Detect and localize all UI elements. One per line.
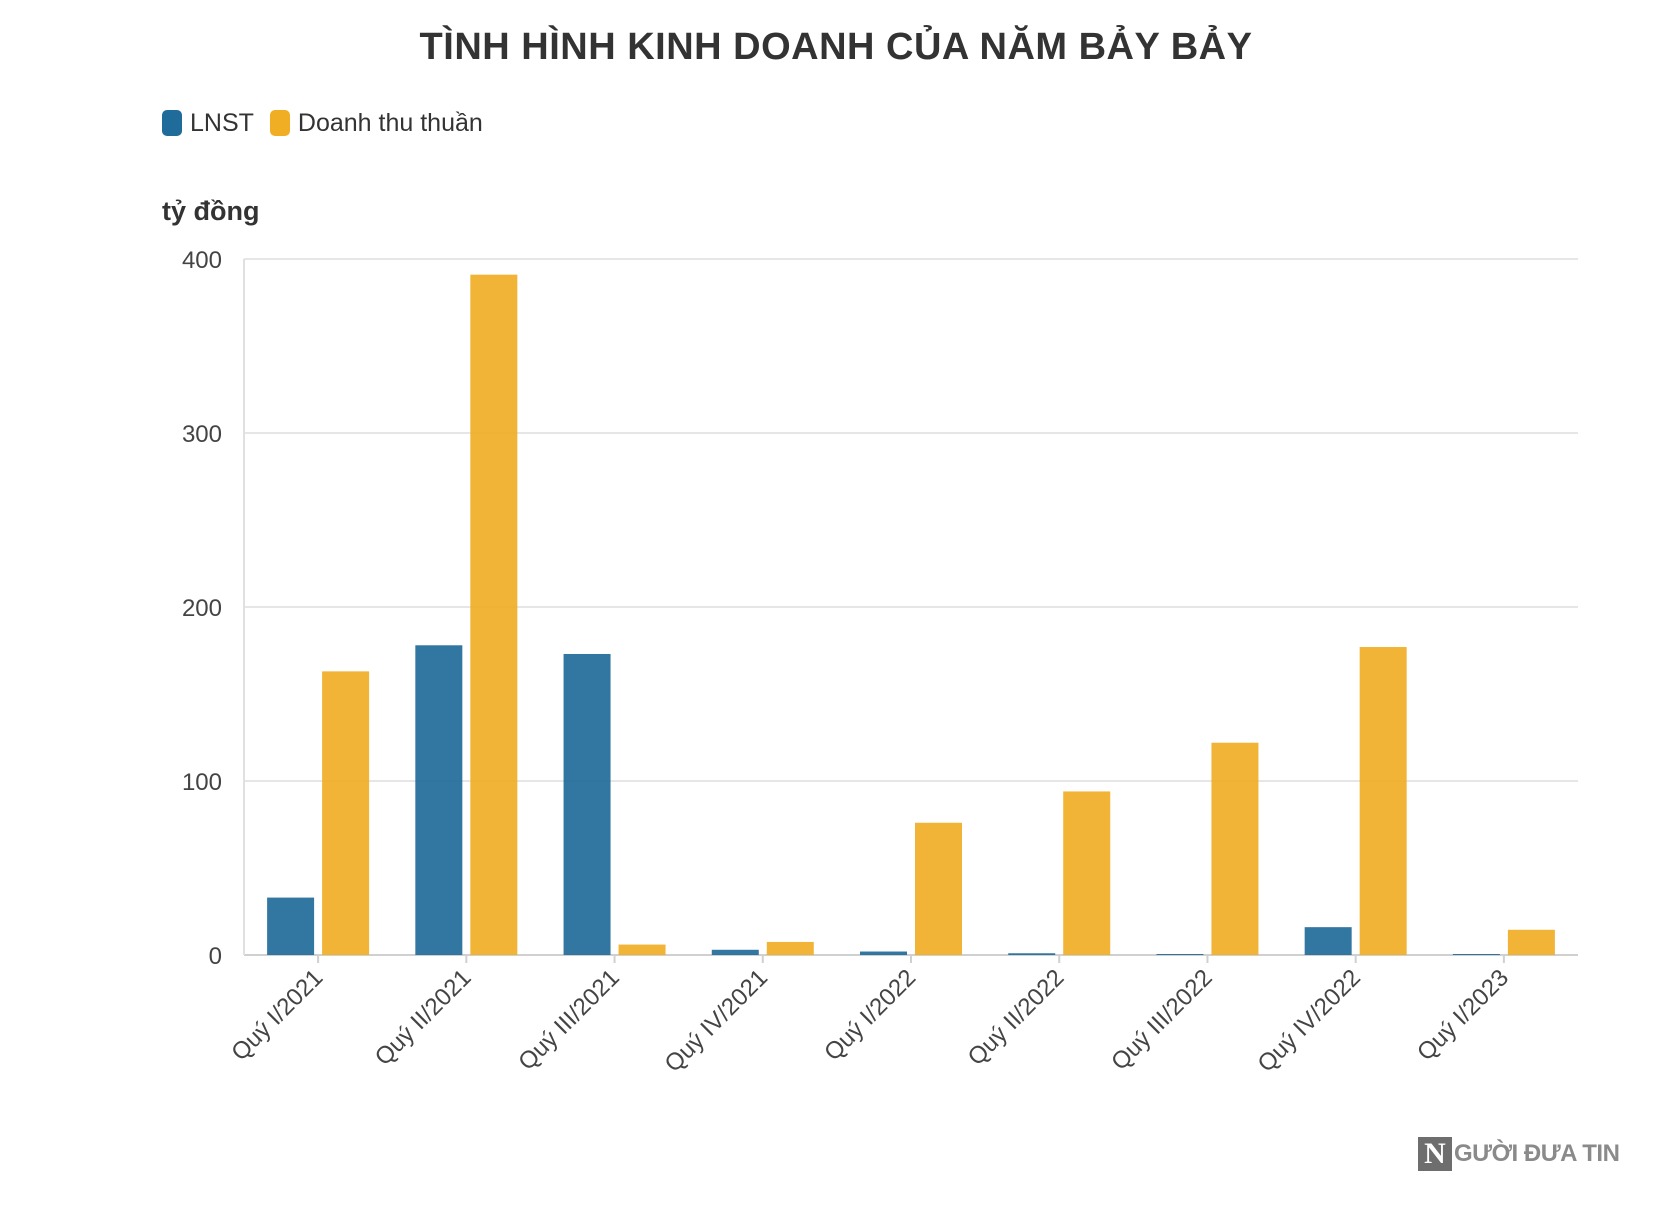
bar-lnst-4 — [860, 951, 907, 955]
legend-item-doanh-thu-thuan[interactable]: Doanh thu thuần — [269, 108, 483, 138]
watermark-text: GƯỜI ĐƯA TIN — [1454, 1140, 1620, 1167]
bar-lnst-1 — [415, 645, 463, 955]
y-tick-label-400: 400 — [182, 247, 222, 274]
bar-doanh-thu-thuan-1 — [470, 274, 518, 955]
x-tick-label-8: Quý I/2023 — [1412, 964, 1514, 1066]
legend-item-lnst[interactable]: LNST — [162, 109, 254, 138]
bar-doanh-thu-thuan-6 — [1211, 742, 1259, 955]
bar-doanh-thu-thuan-5 — [1063, 791, 1111, 955]
bar-lnst-6 — [1156, 954, 1204, 955]
legend-label-doanh-thu-thuan: Doanh thu thuần — [297, 108, 483, 137]
x-tick-label-6: Quý III/2022 — [1106, 964, 1218, 1076]
x-tick-label-5: Quý II/2022 — [963, 964, 1070, 1071]
bar-doanh-thu-thuan-7 — [1359, 647, 1407, 955]
y-tick-label-200: 200 — [182, 595, 222, 622]
legend-label-lnst: LNST — [190, 108, 254, 137]
x-tick-label-3: Quý IV/2021 — [660, 964, 773, 1077]
chart-title: TÌNH HÌNH KINH DOANH CỦA NĂM BẢY BẢY — [419, 26, 1253, 68]
bar-doanh-thu-thuan-0 — [322, 671, 370, 955]
bar-doanh-thu-thuan-4 — [915, 822, 962, 955]
legend: LNST Doanh thu thuần — [162, 108, 499, 138]
bar-doanh-thu-thuan-2 — [618, 944, 666, 955]
bar-lnst-2 — [563, 653, 611, 955]
y-axis-unit-label: tỷ đồng — [162, 196, 260, 226]
bar-lnst-8 — [1452, 954, 1500, 955]
bar-lnst-0 — [267, 897, 315, 955]
watermark-logo: N GƯỜI ĐƯA TIN — [1418, 1136, 1620, 1172]
x-tick-label-2: Quý III/2021 — [513, 964, 625, 1076]
watermark-letter: N — [1418, 1137, 1452, 1171]
x-tick-label-7: Quý IV/2022 — [1252, 964, 1365, 1077]
y-tick-label-300: 300 — [182, 421, 222, 448]
x-tick-label-0: Quý I/2021 — [226, 964, 328, 1066]
bar-lnst-7 — [1304, 927, 1352, 955]
y-tick-label-100: 100 — [182, 769, 222, 796]
bar-doanh-thu-thuan-8 — [1507, 929, 1555, 955]
x-tick-label-4: Quý I/2022 — [819, 964, 921, 1066]
bar-lnst-5 — [1008, 953, 1056, 955]
bar-doanh-thu-thuan-3 — [766, 941, 814, 955]
bar-lnst-3 — [711, 949, 759, 955]
legend-swatch-lnst — [162, 110, 182, 136]
legend-swatch-doanh-thu-thuan — [269, 110, 290, 136]
y-tick-label-0: 0 — [209, 943, 222, 970]
x-tick-label-1: Quý II/2021 — [370, 964, 477, 1071]
